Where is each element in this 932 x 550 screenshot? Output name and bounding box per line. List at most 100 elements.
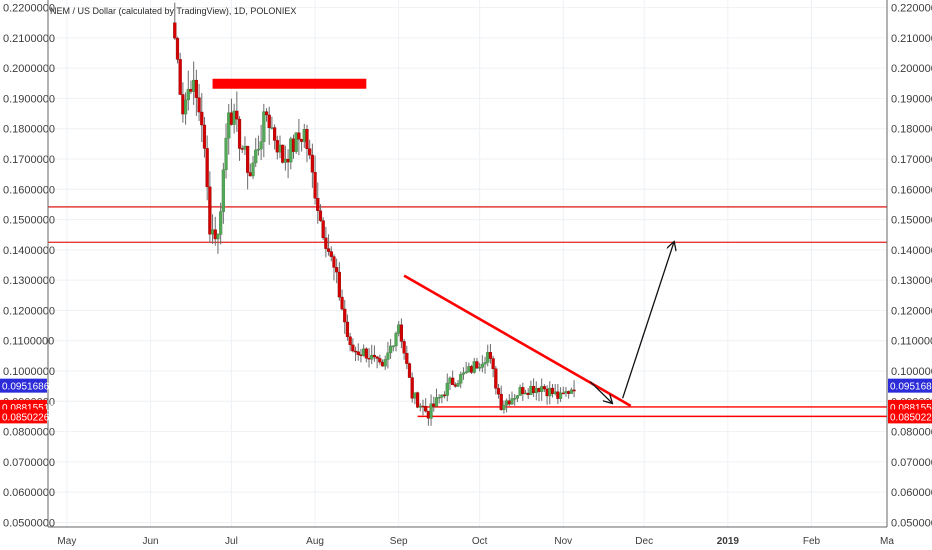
candle-body[interactable] (297, 132, 301, 140)
candle-body[interactable] (367, 357, 371, 360)
candle-body[interactable] (197, 97, 201, 113)
candle-body[interactable] (251, 162, 255, 177)
projection-arrow[interactable] (622, 242, 674, 399)
candle-body[interactable] (256, 148, 261, 151)
candle-body[interactable] (534, 388, 538, 393)
candle-body[interactable] (407, 363, 412, 378)
candle-body[interactable] (210, 229, 215, 235)
candle-body[interactable] (418, 405, 422, 408)
candle-body[interactable] (472, 361, 476, 373)
candle-body[interactable] (186, 88, 190, 101)
candle-body[interactable] (189, 88, 193, 92)
candle-body[interactable] (205, 148, 209, 188)
candle-body[interactable] (286, 158, 290, 163)
candle-body[interactable] (572, 389, 576, 392)
candle-body[interactable] (526, 392, 530, 395)
candle-body[interactable] (510, 398, 514, 405)
candle-body[interactable] (294, 132, 298, 152)
candle-body[interactable] (329, 251, 333, 257)
candle-body[interactable] (208, 186, 212, 235)
candle-body[interactable] (499, 393, 503, 410)
candle-body[interactable] (445, 382, 449, 396)
candle-body[interactable] (343, 308, 347, 323)
candle-body[interactable] (173, 22, 177, 39)
candle-body[interactable] (281, 144, 285, 163)
candle-body[interactable] (424, 406, 428, 412)
candle-body[interactable] (558, 392, 563, 399)
candle-body[interactable] (235, 110, 239, 120)
candle-body[interactable] (383, 359, 387, 367)
candle-body[interactable] (521, 387, 525, 395)
candle-body[interactable] (337, 271, 341, 298)
candle-body[interactable] (340, 296, 344, 310)
candle-body[interactable] (380, 361, 385, 367)
candle-body[interactable] (523, 392, 528, 395)
candle-body[interactable] (515, 395, 520, 399)
candle-body[interactable] (421, 405, 425, 408)
candle-body[interactable] (405, 352, 409, 364)
candle-body[interactable] (302, 129, 306, 142)
candle-body[interactable] (542, 386, 546, 390)
candle-body[interactable] (224, 137, 228, 170)
candle-body[interactable] (370, 354, 374, 360)
candle-body[interactable] (429, 403, 433, 419)
candle-body[interactable] (442, 394, 447, 397)
candle-body[interactable] (453, 384, 457, 387)
candle-body[interactable] (321, 220, 325, 239)
candle-body[interactable] (434, 397, 439, 407)
candle-body[interactable] (278, 144, 282, 153)
candle-body[interactable] (545, 388, 549, 397)
candle-body[interactable] (291, 138, 296, 152)
candle-body[interactable] (194, 79, 198, 98)
candle-body[interactable] (437, 396, 441, 399)
candle-body[interactable] (332, 256, 336, 268)
candle-body[interactable] (351, 344, 355, 352)
candle-body[interactable] (348, 336, 352, 346)
candle-body[interactable] (335, 267, 339, 273)
candle-body[interactable] (467, 366, 471, 373)
candle-body[interactable] (561, 392, 565, 395)
candle-body[interactable] (240, 148, 244, 150)
candle-body[interactable] (289, 138, 293, 163)
candle-body[interactable] (362, 348, 366, 356)
candle-body[interactable] (316, 198, 320, 211)
candle-body[interactable] (394, 333, 398, 347)
candle-body[interactable] (483, 362, 487, 365)
candle-body[interactable] (227, 112, 231, 139)
candle-body[interactable] (432, 403, 436, 407)
candle-body[interactable] (496, 388, 501, 395)
candle-body[interactable] (310, 154, 314, 173)
candle-body[interactable] (192, 79, 196, 92)
candle-body[interactable] (202, 124, 207, 149)
candle-body[interactable] (178, 59, 182, 95)
candle-body[interactable] (553, 391, 557, 394)
candle-body[interactable] (375, 356, 379, 359)
candle-body[interactable] (531, 386, 536, 393)
candle-body[interactable] (505, 400, 509, 406)
candle-body[interactable] (237, 118, 242, 149)
candle-body[interactable] (564, 391, 568, 394)
candle-body[interactable] (461, 372, 466, 375)
candle-body[interactable] (264, 111, 269, 116)
candle-body[interactable] (569, 389, 573, 394)
candle-body[interactable] (448, 377, 452, 384)
candle-body[interactable] (326, 248, 331, 252)
candle-body[interactable] (567, 391, 571, 394)
candle-body[interactable] (232, 110, 236, 125)
candle-body[interactable] (359, 354, 363, 356)
candle-body[interactable] (248, 172, 252, 177)
candle-body[interactable] (254, 149, 258, 164)
candle-body[interactable] (402, 341, 406, 354)
candle-body[interactable] (556, 391, 560, 399)
candle-body[interactable] (399, 324, 404, 342)
candle-body[interactable] (356, 351, 360, 355)
candle-body[interactable] (181, 94, 185, 115)
candle-body[interactable] (415, 392, 420, 408)
candle-body[interactable] (464, 371, 468, 374)
candle-body[interactable] (397, 324, 401, 334)
candle-body[interactable] (391, 345, 395, 348)
candle-body[interactable] (488, 352, 493, 359)
candle-body[interactable] (364, 348, 368, 359)
candle-body[interactable] (426, 410, 430, 419)
